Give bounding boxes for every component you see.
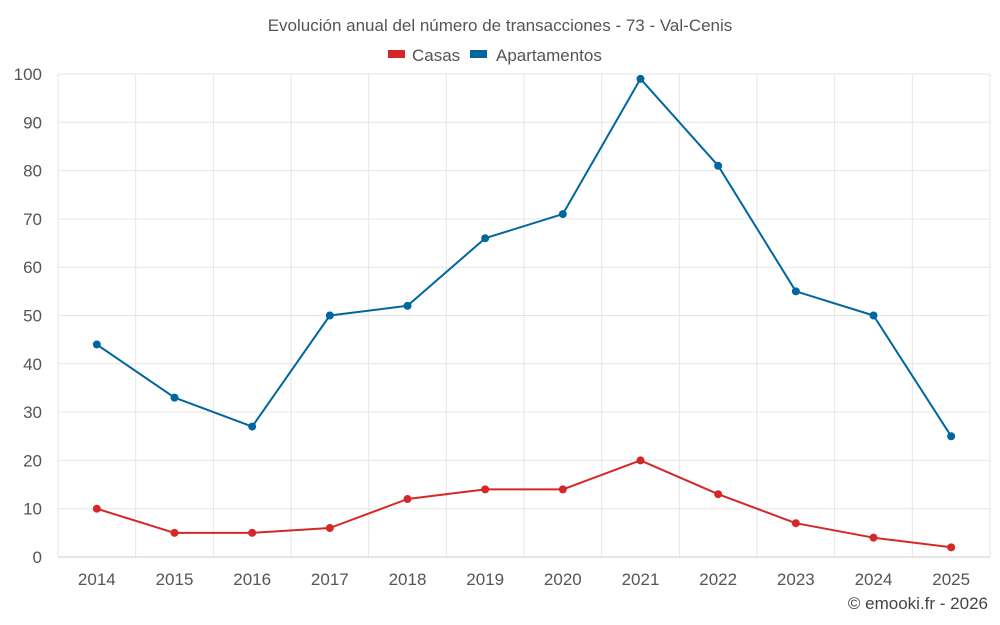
data-point-apartamentos[interactable] [481,234,490,243]
y-tick-label: 30 [23,403,42,422]
data-point-casas[interactable] [636,456,645,465]
data-point-casas[interactable] [170,528,179,537]
x-tick-label: 2014 [78,570,116,589]
y-tick-label: 10 [23,500,42,519]
y-tick-label: 0 [33,548,42,567]
data-point-apartamentos[interactable] [170,393,179,402]
data-point-apartamentos[interactable] [248,422,257,431]
y-tick-label: 50 [23,307,42,326]
x-tick-label: 2022 [699,570,737,589]
data-point-casas[interactable] [791,519,800,528]
data-point-apartamentos[interactable] [325,311,334,320]
credit-text: © emooki.fr - 2026 [848,594,988,613]
data-point-casas[interactable] [92,504,101,513]
x-tick-label: 2015 [156,570,194,589]
chart-title: Evolución anual del número de transaccio… [268,16,733,35]
data-point-apartamentos[interactable] [403,301,412,310]
data-point-apartamentos[interactable] [636,74,645,83]
data-point-casas[interactable] [403,495,412,504]
series [92,74,956,552]
data-point-casas[interactable] [558,485,567,494]
x-tick-label: 2020 [544,570,582,589]
y-tick-label: 40 [23,355,42,374]
x-tick-label: 2023 [777,570,815,589]
x-tick-label: 2018 [389,570,427,589]
data-point-casas[interactable] [714,490,723,499]
data-point-casas[interactable] [481,485,490,494]
data-point-casas[interactable] [248,528,257,537]
legend-swatch-casas[interactable] [388,50,405,58]
data-point-casas[interactable] [869,533,878,542]
y-tick-label: 70 [23,210,42,229]
legend-swatch-apartamentos[interactable] [470,50,487,58]
y-tick-label: 100 [14,65,42,84]
y-tick-label: 60 [23,258,42,277]
data-point-apartamentos[interactable] [714,161,723,170]
grid [57,73,991,558]
data-point-apartamentos[interactable] [558,210,567,219]
data-point-apartamentos[interactable] [791,287,800,296]
y-tick-label: 80 [23,162,42,181]
legend-label-apartamentos[interactable]: Apartamentos [496,46,602,65]
x-tick-label: 2024 [855,570,893,589]
axes: 0 10 20 30 40 50 60 70 80 90 100 2014 2015 2016 2017 20… [14,65,990,589]
x-tick-label: 2021 [622,570,660,589]
data-point-apartamentos[interactable] [869,311,878,320]
x-tick-label: 2019 [466,570,504,589]
legend: Casas Apartamentos [388,46,602,65]
x-tick-label: 2025 [932,570,970,589]
series-line-apartamentos [96,77,953,437]
data-point-apartamentos[interactable] [947,432,956,441]
x-tick-label: 2017 [311,570,349,589]
data-point-casas[interactable] [325,524,334,533]
legend-label-casas[interactable]: Casas [412,46,460,65]
x-tick-label: 2016 [233,570,271,589]
series-line-casas [96,459,952,549]
data-point-apartamentos[interactable] [92,340,101,349]
data-point-casas[interactable] [947,543,956,552]
y-tick-label: 90 [23,113,42,132]
y-tick-label: 20 [23,451,42,470]
